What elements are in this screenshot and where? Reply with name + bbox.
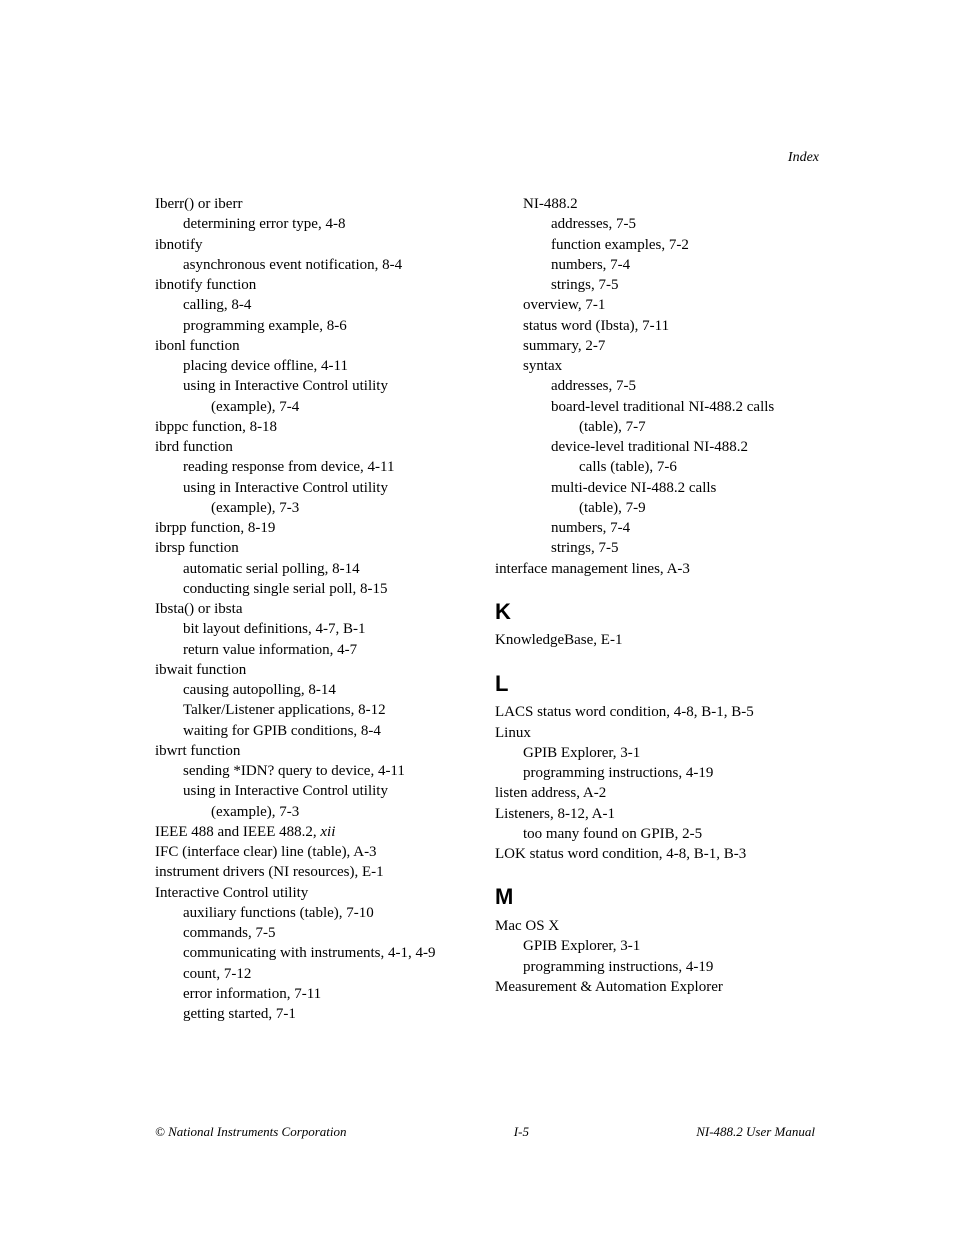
index-entry: strings, 7-5 <box>495 538 815 558</box>
index-entry: bit layout definitions, 4-7, B-1 <box>155 619 475 639</box>
index-entry: Iberr() or iberr <box>155 194 475 214</box>
index-entry: ibrd function <box>155 437 475 457</box>
index-entry: programming instructions, 4-19 <box>495 763 815 783</box>
index-entry: ibnotify function <box>155 275 475 295</box>
header-label: Index <box>788 150 819 165</box>
index-entry: NI-488.2 <box>495 194 815 214</box>
index-entry: ibppc function, 8-18 <box>155 417 475 437</box>
index-entry: ibwait function <box>155 660 475 680</box>
index-entry: LOK status word condition, 4-8, B-1, B-3 <box>495 844 815 864</box>
index-entry: numbers, 7-4 <box>495 518 815 538</box>
index-entry: calls (table), 7-6 <box>495 457 815 477</box>
index-entry: overview, 7-1 <box>495 295 815 315</box>
index-entry: using in Interactive Control utility <box>155 376 475 396</box>
right-column: NI-488.2addresses, 7-5function examples,… <box>495 194 815 1024</box>
index-entry: summary, 2-7 <box>495 336 815 356</box>
index-entry: determining error type, 4-8 <box>155 214 475 234</box>
section-heading: M <box>495 882 815 912</box>
index-content: Iberr() or iberrdetermining error type, … <box>155 194 815 1024</box>
index-entry: Measurement & Automation Explorer <box>495 977 815 997</box>
index-entry: GPIB Explorer, 3-1 <box>495 743 815 763</box>
footer-right: NI-488.2 User Manual <box>696 1124 815 1140</box>
index-entry: sending *IDN? query to device, 4-11 <box>155 761 475 781</box>
index-entry: return value information, 4-7 <box>155 640 475 660</box>
page-footer: © National Instruments Corporation I-5 N… <box>155 1124 815 1140</box>
index-entry: multi-device NI-488.2 calls <box>495 478 815 498</box>
index-entry: syntax <box>495 356 815 376</box>
index-entry: KnowledgeBase, E-1 <box>495 630 815 650</box>
index-entry: using in Interactive Control utility <box>155 478 475 498</box>
index-entry: Talker/Listener applications, 8-12 <box>155 700 475 720</box>
index-entry: waiting for GPIB conditions, 8-4 <box>155 721 475 741</box>
index-entry: calling, 8-4 <box>155 295 475 315</box>
index-entry: listen address, A-2 <box>495 783 815 803</box>
index-entry: strings, 7-5 <box>495 275 815 295</box>
index-entry: IEEE 488 and IEEE 488.2, xii <box>155 822 475 842</box>
index-entry: (table), 7-9 <box>495 498 815 518</box>
index-entry: ibwrt function <box>155 741 475 761</box>
index-entry: commands, 7-5 <box>155 923 475 943</box>
index-entry: (example), 7-3 <box>155 802 475 822</box>
index-entry: status word (Ibsta), 7-11 <box>495 316 815 336</box>
index-entry: causing autopolling, 8-14 <box>155 680 475 700</box>
index-entry: asynchronous event notification, 8-4 <box>155 255 475 275</box>
index-entry: GPIB Explorer, 3-1 <box>495 936 815 956</box>
index-entry: LACS status word condition, 4-8, B-1, B-… <box>495 702 815 722</box>
index-entry: programming example, 8-6 <box>155 316 475 336</box>
index-entry: instrument drivers (NI resources), E-1 <box>155 862 475 882</box>
index-entry: device-level traditional NI-488.2 <box>495 437 815 457</box>
index-entry: numbers, 7-4 <box>495 255 815 275</box>
footer-center: I-5 <box>514 1124 529 1140</box>
page-header: Index <box>788 150 819 166</box>
footer-left: © National Instruments Corporation <box>155 1124 347 1140</box>
index-entry: too many found on GPIB, 2-5 <box>495 824 815 844</box>
index-entry: function examples, 7-2 <box>495 235 815 255</box>
index-entry: getting started, 7-1 <box>155 1004 475 1024</box>
index-entry: automatic serial polling, 8-14 <box>155 559 475 579</box>
index-entry: IFC (interface clear) line (table), A-3 <box>155 842 475 862</box>
index-entry: Interactive Control utility <box>155 883 475 903</box>
index-entry: error information, 7-11 <box>155 984 475 1004</box>
index-entry: count, 7-12 <box>155 964 475 984</box>
index-entry: addresses, 7-5 <box>495 376 815 396</box>
index-entry: reading response from device, 4-11 <box>155 457 475 477</box>
index-entry: (example), 7-3 <box>155 498 475 518</box>
index-entry: auxiliary functions (table), 7-10 <box>155 903 475 923</box>
index-entry-tail: xii <box>320 824 335 840</box>
index-entry: addresses, 7-5 <box>495 214 815 234</box>
index-entry: Ibsta() or ibsta <box>155 599 475 619</box>
index-entry: conducting single serial poll, 8-15 <box>155 579 475 599</box>
index-entry: interface management lines, A-3 <box>495 559 815 579</box>
index-entry: Listeners, 8-12, A-1 <box>495 804 815 824</box>
index-entry: placing device offline, 4-11 <box>155 356 475 376</box>
index-entry: ibonl function <box>155 336 475 356</box>
index-entry: communicating with instruments, 4-1, 4-9 <box>155 943 475 963</box>
index-entry: Linux <box>495 723 815 743</box>
index-entry: Mac OS X <box>495 916 815 936</box>
index-entry: (example), 7-4 <box>155 397 475 417</box>
index-entry: board-level traditional NI-488.2 calls <box>495 397 815 417</box>
left-column: Iberr() or iberrdetermining error type, … <box>155 194 475 1024</box>
section-heading: K <box>495 597 815 627</box>
index-entry: ibnotify <box>155 235 475 255</box>
index-entry: using in Interactive Control utility <box>155 781 475 801</box>
section-heading: L <box>495 669 815 699</box>
index-entry: (table), 7-7 <box>495 417 815 437</box>
index-entry: ibrsp function <box>155 538 475 558</box>
index-entry: ibrpp function, 8-19 <box>155 518 475 538</box>
index-entry: programming instructions, 4-19 <box>495 957 815 977</box>
